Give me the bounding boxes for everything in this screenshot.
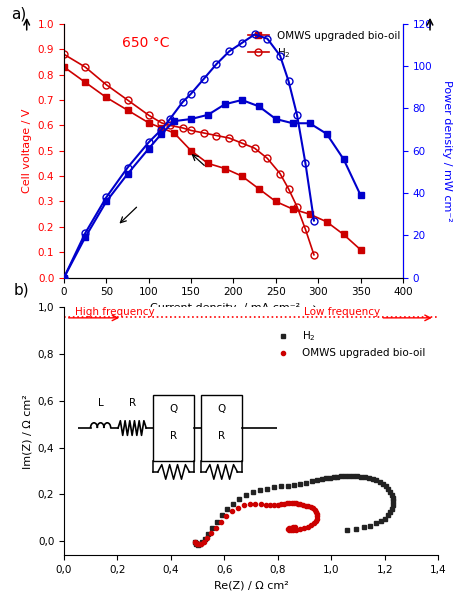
H$_2$	[256, 487, 262, 494]
Bar	[153, 395, 194, 461]
H$_2$	[344, 527, 350, 534]
Y-axis label: Im(Z) / Ω cm²: Im(Z) / Ω cm²	[22, 394, 32, 469]
H$_2$	[192, 538, 198, 546]
H$_2$	[342, 472, 348, 479]
H$_2$	[370, 475, 375, 482]
OMWS upgraded bio-oil	[313, 508, 319, 515]
X-axis label: Current density  / mA cm⁻²  →: Current density / mA cm⁻² →	[150, 303, 317, 313]
X-axis label: Re(Z) / Ω cm²: Re(Z) / Ω cm²	[214, 580, 289, 590]
Bar	[201, 395, 242, 461]
Y-axis label: Power density / mW cm⁻²: Power density / mW cm⁻²	[442, 80, 452, 221]
Line: OMWS upgraded bio-oil: OMWS upgraded bio-oil	[193, 501, 319, 546]
Text: b): b)	[13, 282, 29, 298]
OMWS upgraded bio-oil	[192, 538, 198, 546]
Text: 650 °C: 650 °C	[122, 36, 169, 50]
OMWS upgraded bio-oil	[286, 499, 292, 506]
Legend: H$_2$, OMWS upgraded bio-oil: H$_2$, OMWS upgraded bio-oil	[269, 325, 429, 362]
Text: R: R	[218, 431, 225, 441]
OMWS upgraded bio-oil	[314, 512, 320, 519]
H$_2$	[195, 541, 201, 548]
Text: High frequency: High frequency	[75, 307, 155, 317]
Legend: OMWS upgraded bio-oil, H$_2$: OMWS upgraded bio-oil, H$_2$	[244, 26, 404, 64]
Text: a): a)	[11, 6, 27, 21]
Text: Q: Q	[218, 404, 226, 414]
Text: Q: Q	[170, 404, 178, 414]
H$_2$	[271, 484, 277, 491]
OMWS upgraded bio-oil	[278, 501, 284, 508]
H$_2$	[285, 482, 291, 489]
Text: R: R	[170, 431, 177, 441]
Text: L: L	[98, 398, 103, 408]
OMWS upgraded bio-oil	[196, 541, 201, 548]
OMWS upgraded bio-oil	[301, 525, 307, 532]
Text: Low frequency: Low frequency	[304, 307, 380, 317]
H$_2$	[292, 481, 297, 488]
OMWS upgraded bio-oil	[292, 524, 298, 531]
Text: R: R	[128, 398, 136, 408]
Y-axis label: Cell voltage / V: Cell voltage / V	[22, 109, 32, 193]
Line: H$_2$: H$_2$	[193, 474, 395, 547]
OMWS upgraded bio-oil	[193, 540, 199, 547]
OMWS upgraded bio-oil	[308, 503, 313, 510]
H$_2$	[224, 506, 230, 513]
